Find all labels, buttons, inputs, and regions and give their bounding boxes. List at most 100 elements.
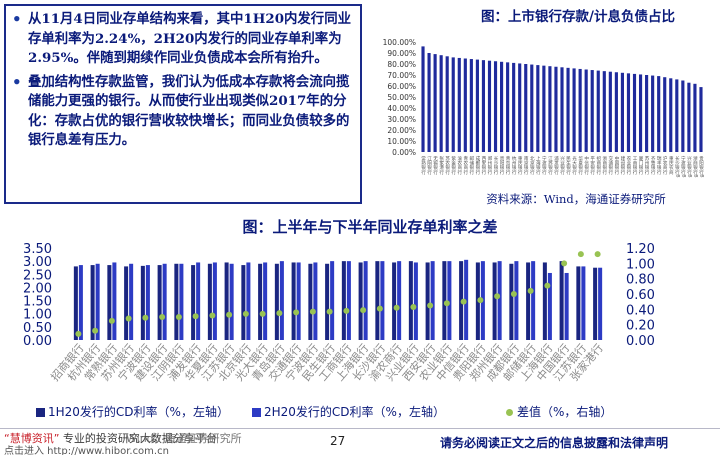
spread-point (343, 307, 350, 314)
deposit-ratio-bar (554, 66, 558, 152)
top-x-tick-label: 苏农银行 (445, 155, 450, 176)
deposit-ratio-bar (530, 64, 534, 152)
h2-cd-rate-bar (162, 263, 167, 340)
legend-h1-swatch (36, 408, 45, 417)
top-y-tick-label: 60.00% (387, 82, 416, 91)
h2-cd-rate-bar (564, 272, 569, 340)
top-x-tick-label: 瑞丰银行 (656, 155, 661, 176)
legend-h2-swatch (252, 408, 261, 417)
deposit-ratio-bar (487, 60, 492, 153)
watermark-line-1: “慧博资讯” 专业的投资研究大数据分享平台 (4, 430, 217, 446)
h1-cd-rate-bar (542, 262, 547, 340)
deposit-ratio-bar (608, 71, 612, 152)
deposit-ratio-bar (675, 79, 679, 152)
top-x-tick-label: 长沙银行B (674, 155, 680, 178)
h2-cd-rate-bar (296, 262, 301, 340)
deposit-ratio-bar (651, 75, 655, 152)
deposit-ratio-bar (602, 71, 606, 152)
h2-cd-rate-bar (112, 262, 117, 340)
h2-cd-rate-bar (196, 262, 201, 340)
spread-point (242, 310, 249, 317)
top-y-tick-label: 40.00% (387, 104, 416, 113)
bullet-point-2: • 叠加结构性存款监管，我们认为低成本存款将会流向揽储能力更强的银行。从而使行业… (12, 73, 354, 151)
h1-cd-rate-bar (308, 263, 313, 340)
top-x-tick-label: 重庆银行 (517, 155, 522, 176)
top-x-tick-label: 光大银行 (572, 155, 577, 176)
spread-point (125, 315, 132, 322)
spread-point (259, 310, 266, 317)
right-y-tick-label: 1.20 (626, 242, 655, 257)
deposit-ratio-bar (663, 77, 667, 152)
h1-cd-rate-bar (392, 262, 397, 340)
spread-point (494, 293, 501, 300)
top-y-tick-label: 20.00% (387, 126, 416, 135)
top-x-tick-label: 兴业银行B (686, 155, 692, 178)
deposit-ratio-bar (463, 58, 467, 152)
top-y-tick-label: 10.00% (387, 137, 416, 146)
deposit-ratio-bar (457, 57, 461, 153)
left-y-tick-label: 1.00 (23, 308, 52, 323)
deposit-ratio-bar (451, 57, 455, 152)
deposit-ratio-bar (500, 61, 504, 152)
top-x-tick-label: 农业银行 (626, 155, 631, 176)
top-y-tick-label: 90.00% (387, 49, 416, 58)
deposit-ratio-bar (693, 83, 697, 152)
top-x-tick-label: 北京银行 (529, 155, 534, 176)
deposit-ratio-bar (536, 65, 540, 152)
h2-cd-rate-bar (263, 262, 268, 340)
disclaimer-text: 请务必阅读正文之后的信息披露和法律声明 (440, 436, 669, 450)
top-y-tick-label: 0.00% (392, 148, 416, 157)
deposit-ratio-bar (475, 59, 479, 152)
spread-point (92, 327, 99, 334)
h1-cd-rate-bar (258, 263, 263, 340)
deposit-ratio-bar (657, 76, 661, 152)
spread-point (544, 282, 551, 289)
deposit-ratio-bar (645, 75, 649, 152)
top-x-tick-label: 宁波银行B (680, 155, 686, 178)
deposit-ratio-bar (524, 64, 528, 152)
spread-point (360, 307, 367, 314)
top-x-tick-label: 紫金银行 (451, 156, 456, 176)
watermark-source-overlay: Wind，海通证券研究所 (126, 432, 242, 445)
right-y-tick-label: 0.00 (626, 334, 655, 349)
h1-cd-rate-bar (442, 261, 447, 340)
top-x-tick-label: 无锡银行 (433, 156, 438, 176)
h1-cd-rate-bar (375, 261, 380, 340)
top-y-tick-label: 80.00% (387, 60, 416, 69)
h2-cd-rate-bar (447, 261, 452, 340)
h1-cd-rate-bar (341, 261, 346, 340)
h2-cd-rate-bar (397, 261, 402, 340)
h1-cd-rate-bar (174, 263, 179, 340)
legend-h1-label: 1H20发行的CD利率（%，左轴） (48, 405, 229, 419)
left-y-tick-label: 2.50 (23, 268, 52, 283)
watermark-link[interactable]: 点击进入 http://www.hibor.com.cn (4, 446, 169, 455)
top-x-tick-label: 贵阳银行 (499, 155, 504, 176)
bullet-point-1: • 从11月4日同业存单结构来看，其中1H20内发行同业存单利率为2.24%，2… (12, 10, 354, 69)
spread-point (293, 309, 300, 316)
deposit-ratio-bar (481, 60, 486, 152)
spread-point (276, 310, 283, 317)
top-x-tick-label: 中信银行 (584, 155, 589, 176)
legend-diff-dot-icon (506, 409, 513, 416)
deposit-ratio-bar (542, 65, 546, 152)
spread-point (108, 317, 115, 324)
h2-cd-rate-bar (346, 261, 351, 340)
top-x-tick-label: 齐鲁银行 (650, 155, 655, 176)
spread-point (477, 297, 484, 304)
spread-point (376, 305, 383, 312)
spread-point (309, 308, 316, 315)
h2-cd-rate-bar (598, 267, 603, 340)
top-x-tick-label: 杭州银行 (511, 155, 516, 176)
bullet-text-2: 叠加结构性存款监管，我们认为低成本存款将会流向揽储能力更强的银行。从而使行业出现… (28, 73, 350, 149)
h1-cd-rate-bar (425, 262, 430, 340)
left-y-tick-label: 2.00 (23, 281, 52, 296)
h2-cd-rate-bar (464, 259, 469, 340)
top-chart-source: 资料来源：Wind，海通证券研究所 (486, 192, 666, 206)
h2-cd-rate-bar (313, 262, 318, 340)
spread-point (460, 298, 467, 305)
watermark-brand: “慧博资讯” (4, 432, 60, 445)
top-x-tick-label: 长沙银行 (493, 155, 498, 176)
deposit-ratio-bar (699, 87, 703, 152)
spread-point (159, 314, 166, 320)
